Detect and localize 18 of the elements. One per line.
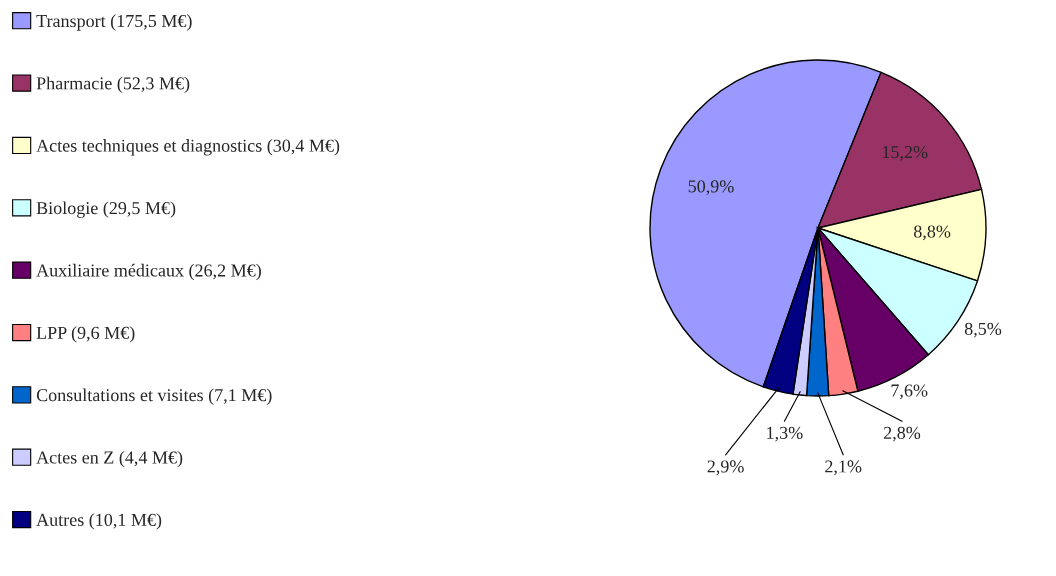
data-label: 8,8%	[914, 225, 951, 241]
data-label: 50,9%	[688, 180, 734, 196]
legend-label: Biologie (29,5 M€)	[36, 201, 176, 218]
legend-label: Autres (10,1 M€)	[36, 513, 162, 530]
legend-label: Actes techniques et diagnostics (30,4 M€)	[36, 139, 340, 156]
legend-label: Auxiliaire médicaux (26,2 M€)	[36, 263, 261, 281]
data-label: 2,8%	[883, 426, 921, 442]
data-label: 15,2%	[883, 145, 928, 161]
legend-label: LPP (9,6 M€)	[36, 326, 135, 343]
legend-label: Transport (175,5 M€)	[36, 14, 192, 31]
data-label: 7,6%	[891, 384, 928, 400]
data-label: 8,5%	[964, 322, 1002, 338]
legend-label: Pharmacie (52,3 M€)	[36, 76, 190, 94]
data-label: 2,1%	[825, 460, 862, 476]
legend-label: Consultations et visites (7,1 M€)	[36, 388, 272, 405]
legend-label: Actes en Z (4,4 M€)	[36, 450, 183, 468]
data-label: 1,3%	[767, 426, 803, 442]
data-label: 2,9%	[707, 460, 744, 476]
